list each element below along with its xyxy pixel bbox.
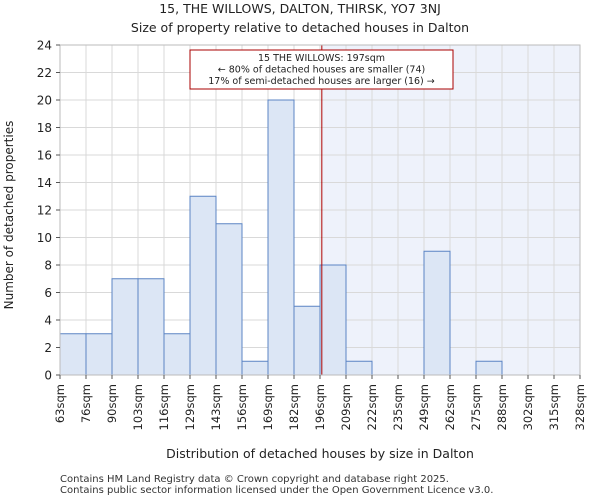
histogram-bar-116sqm bbox=[163, 333, 191, 376]
y-tick-label: 22 bbox=[37, 66, 52, 80]
x-tick-label: 63sqm bbox=[53, 384, 67, 423]
annotation-line-1: 15 THE WILLOWS: 197sqm bbox=[258, 53, 385, 64]
chart-subtitle: Size of property relative to detached ho… bbox=[130, 20, 470, 35]
histogram-bar-63sqm bbox=[59, 333, 87, 376]
x-tick-label: 90sqm bbox=[105, 384, 119, 423]
x-tick-label: 209sqm bbox=[339, 384, 353, 430]
x-tick-label: 156sqm bbox=[235, 384, 249, 430]
y-tick-label: 24 bbox=[37, 39, 52, 53]
x-tick-label: 275sqm bbox=[469, 384, 483, 430]
histogram-bar-156sqm bbox=[241, 360, 269, 376]
bars bbox=[59, 99, 503, 376]
x-tick-label: 222sqm bbox=[365, 384, 379, 430]
x-tick-label: 143sqm bbox=[209, 384, 223, 430]
annotation-box bbox=[189, 49, 454, 90]
x-tick-label: 288sqm bbox=[495, 384, 509, 430]
x-axis-label: Distribution of detached houses by size … bbox=[166, 446, 474, 461]
y-tick-label: 8 bbox=[44, 259, 52, 273]
histogram-bar-249sqm bbox=[423, 250, 451, 376]
y-axis-label: Number of detached properties bbox=[2, 121, 16, 310]
x-tick-label: 196sqm bbox=[313, 384, 327, 430]
annotation-line-2: ← 80% of detached houses are smaller (74… bbox=[218, 65, 425, 76]
x-axis-ticks: 63sqm 76sqm 90sqm 103sqm 116sqm 129sqm 143sqm 1… bbox=[53, 375, 587, 430]
histogram-bar-143sqm bbox=[215, 223, 243, 376]
x-tick-label: 182sqm bbox=[287, 384, 301, 430]
y-tick-label: 16 bbox=[37, 149, 52, 163]
x-tick-label: 249sqm bbox=[417, 384, 431, 430]
y-tick-label: 14 bbox=[37, 176, 52, 190]
x-tick-label: 328sqm bbox=[573, 384, 587, 430]
histogram-bar-76sqm bbox=[85, 333, 113, 376]
y-tick-label: 6 bbox=[44, 286, 52, 300]
x-tick-label: 129sqm bbox=[183, 384, 197, 430]
marker-annotation: 15 THE WILLOWS: 197sqm ← 80% of detached… bbox=[189, 49, 454, 90]
histogram-bar-103sqm bbox=[137, 278, 165, 376]
x-tick-label: 76sqm bbox=[79, 384, 93, 423]
y-tick-label: 20 bbox=[37, 94, 52, 108]
x-tick-label: 116sqm bbox=[157, 384, 171, 430]
histogram-bar-169sqm bbox=[267, 99, 295, 376]
x-tick-label: 302sqm bbox=[521, 384, 535, 430]
histogram-bar-129sqm bbox=[189, 195, 217, 376]
footer-licence: Contains public sector information licen… bbox=[60, 485, 494, 496]
x-tick-label: 235sqm bbox=[391, 384, 405, 430]
x-tick-label: 169sqm bbox=[261, 384, 275, 430]
x-tick-label: 315sqm bbox=[547, 384, 561, 430]
y-tick-label: 4 bbox=[44, 314, 52, 328]
histogram-bar-90sqm bbox=[111, 278, 139, 376]
x-tick-label: 262sqm bbox=[443, 384, 457, 430]
y-tick-label: 18 bbox=[37, 121, 52, 135]
y-tick-label: 0 bbox=[44, 369, 52, 383]
footer-copyright: Contains HM Land Registry data © Crown c… bbox=[60, 474, 449, 485]
x-tick-label: 103sqm bbox=[131, 384, 145, 430]
histogram-bar-196sqm bbox=[319, 264, 347, 376]
y-tick-label: 2 bbox=[44, 341, 52, 355]
y-tick-label: 10 bbox=[37, 231, 52, 245]
histogram-bar-182sqm bbox=[293, 305, 321, 376]
y-tick-label: 12 bbox=[37, 204, 52, 218]
grid-lines bbox=[59, 44, 581, 376]
annotation-line-3: 17% of semi-detached houses are larger (… bbox=[208, 76, 435, 87]
histogram-bar-209sqm bbox=[345, 360, 373, 376]
histogram-bar-275sqm bbox=[475, 360, 503, 376]
chart-title: 15, THE WILLOWS, DALTON, THIRSK, YO7 3NJ bbox=[159, 1, 441, 16]
